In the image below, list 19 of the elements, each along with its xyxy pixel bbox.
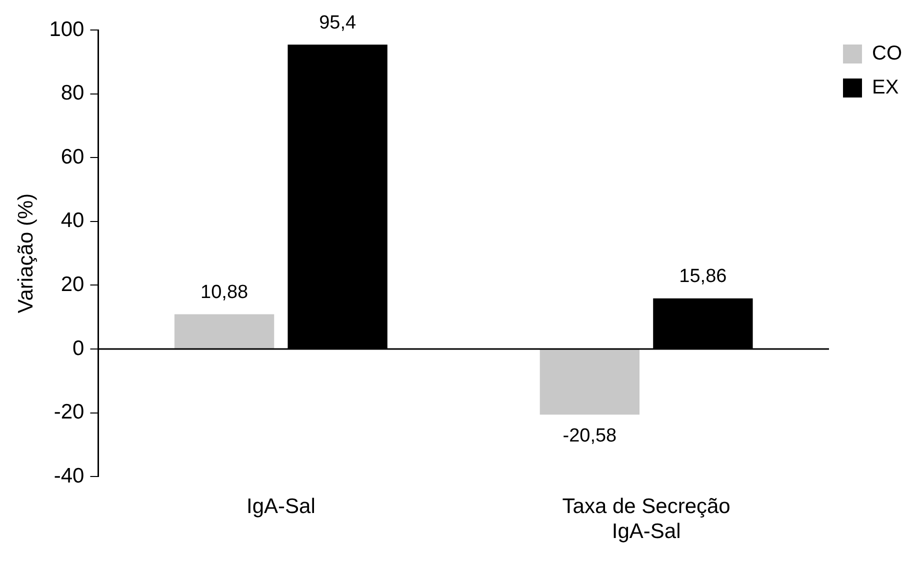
- x-tick-label: IgA-Sal: [246, 494, 316, 518]
- data-label: -20,58: [562, 425, 617, 446]
- y-tick-label: 100: [49, 18, 84, 41]
- bar: [174, 314, 274, 348]
- x-tick-label: Taxa de Secreção IgA-Sal: [562, 494, 730, 544]
- y-tick-label: 60: [60, 145, 84, 168]
- y-tick-label: 20: [60, 272, 84, 296]
- y-tick-label: -40: [54, 464, 84, 488]
- bar: [540, 350, 640, 415]
- y-tick-label: -20: [54, 400, 84, 424]
- legend-label: EX: [872, 76, 899, 99]
- y-axis-title: Variação (%): [14, 193, 38, 314]
- y-tick-label: 80: [60, 82, 84, 105]
- data-label: 10,88: [200, 282, 248, 304]
- y-tick-label: 0: [72, 336, 84, 360]
- data-label: 95,4: [319, 12, 356, 34]
- y-tick-label: 40: [60, 209, 84, 232]
- data-label: 15,86: [679, 266, 727, 288]
- legend-label: CO: [872, 42, 902, 65]
